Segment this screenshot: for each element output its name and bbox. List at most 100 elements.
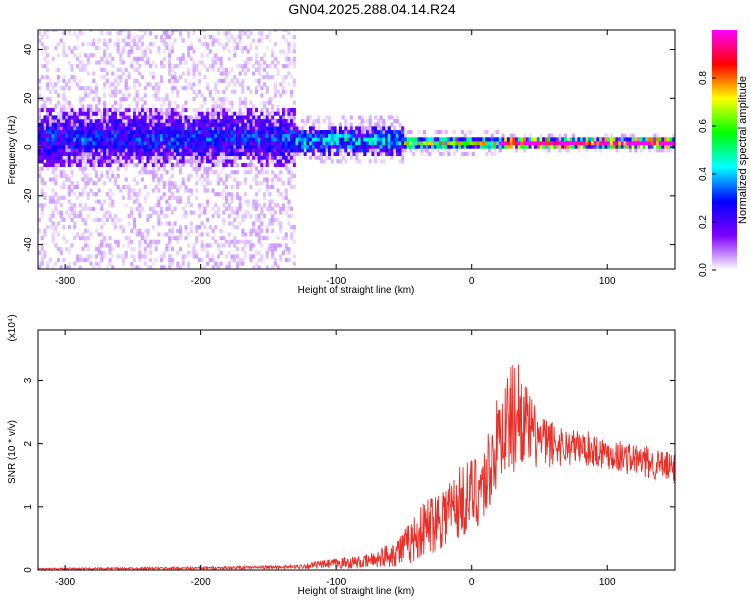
heatmap-cell <box>631 133 635 138</box>
heatmap-cell <box>290 173 294 178</box>
heatmap-cell <box>271 184 275 189</box>
heatmap-cell <box>238 122 242 127</box>
heatmap-cell <box>425 137 429 142</box>
heatmap-cell <box>219 151 223 156</box>
heatmap-cell <box>235 115 239 120</box>
heatmap-cell <box>146 82 150 87</box>
heatmap-cell <box>86 192 90 197</box>
heatmap-cell <box>75 214 79 219</box>
heatmap-cell <box>86 177 90 182</box>
heatmap-cell <box>420 144 424 149</box>
heatmap-cell <box>124 78 128 83</box>
heatmap-cell <box>62 258 66 263</box>
heatmap-cell <box>349 126 353 131</box>
heatmap-cell <box>124 254 128 259</box>
heatmap-cell <box>81 111 85 116</box>
heatmap-cell <box>151 133 155 138</box>
heatmap-cell <box>488 144 492 149</box>
heatmap-cell <box>84 155 88 160</box>
heatmap-cell <box>138 45 142 50</box>
heatmap-cell <box>75 151 79 156</box>
heatmap-cell <box>108 119 112 124</box>
heatmap-cell <box>168 141 172 146</box>
heatmap-cell <box>284 133 288 138</box>
heatmap-cell <box>344 141 348 146</box>
heatmap-cell <box>287 115 291 120</box>
heatmap-cell <box>81 67 85 72</box>
heatmap-cell <box>46 34 50 39</box>
heatmap-cell <box>216 192 220 197</box>
heatmap-cell <box>78 31 82 36</box>
heatmap-cell <box>357 148 361 153</box>
heatmap-cell <box>317 137 321 142</box>
heatmap-cell <box>160 162 164 167</box>
heatmap-cell <box>154 258 158 263</box>
heatmap-cell <box>458 144 462 149</box>
heatmap-cell <box>135 60 139 65</box>
heatmap-cell <box>287 250 291 255</box>
heatmap-cell <box>222 133 226 138</box>
heatmap-cell <box>211 111 215 116</box>
heatmap-cell <box>230 170 234 175</box>
heatmap-cell <box>216 119 220 124</box>
heatmap-cell <box>577 137 581 142</box>
heatmap-cell <box>287 199 291 204</box>
heatmap-cell <box>650 141 654 146</box>
heatmap-cell <box>341 155 345 160</box>
heatmap-cell <box>48 130 52 135</box>
heatmap-cell <box>51 108 55 113</box>
heatmap-cell <box>466 144 470 149</box>
heatmap-cell <box>43 254 47 259</box>
heatmap-cell <box>260 151 264 156</box>
heatmap-cell <box>263 115 267 120</box>
heatmap-cell <box>135 126 139 131</box>
heatmap-cell <box>252 206 256 211</box>
heatmap-cell <box>509 144 513 149</box>
heatmap-cell <box>70 206 74 211</box>
heatmap-cell <box>295 151 299 156</box>
heatmap-cell <box>168 100 172 105</box>
heatmap-cell <box>46 60 50 65</box>
heatmap-cell <box>206 133 210 138</box>
heatmap-cell <box>100 239 104 244</box>
heatmap-cell <box>124 119 128 124</box>
heatmap-cell <box>46 144 50 149</box>
heatmap-cell <box>62 108 66 113</box>
heatmap-cell <box>135 89 139 94</box>
heatmap-cell <box>119 141 123 146</box>
heatmap-cell <box>73 159 77 164</box>
heatmap-cell <box>92 78 96 83</box>
heatmap-cell <box>141 206 145 211</box>
heatmap-cell <box>219 108 223 113</box>
heatmap-cell <box>222 221 226 226</box>
heatmap-cell <box>108 151 112 156</box>
heatmap-cell <box>92 217 96 222</box>
heatmap-cell <box>170 228 174 233</box>
heatmap-cell <box>257 148 261 153</box>
heatmap-cell <box>138 228 142 233</box>
heatmap-cell <box>173 111 177 116</box>
heatmap-cell <box>138 119 142 124</box>
heatmap-cell <box>48 151 52 156</box>
heatmap-cell <box>230 155 234 160</box>
heatmap-cell <box>241 30 245 32</box>
heatmap-cell <box>244 239 248 244</box>
heatmap-cell <box>249 122 253 127</box>
heatmap-cell <box>170 133 174 138</box>
heatmap-cell <box>287 31 291 36</box>
heatmap-cell <box>187 67 191 72</box>
heatmap-cell <box>78 192 82 197</box>
heatmap-cell <box>254 60 258 65</box>
heatmap-cell <box>241 82 245 87</box>
heatmap-cell <box>403 144 407 149</box>
heatmap-cell <box>135 42 139 47</box>
heatmap-cell <box>179 34 183 39</box>
heatmap-cell <box>279 130 283 135</box>
heatmap-cell <box>89 232 93 237</box>
heatmap-cell <box>225 159 229 164</box>
heatmap-cell <box>168 137 172 142</box>
heatmap-cell <box>162 192 166 197</box>
heatmap-cell <box>225 115 229 120</box>
heatmap-cell <box>151 162 155 167</box>
heatmap-cell <box>97 111 101 116</box>
